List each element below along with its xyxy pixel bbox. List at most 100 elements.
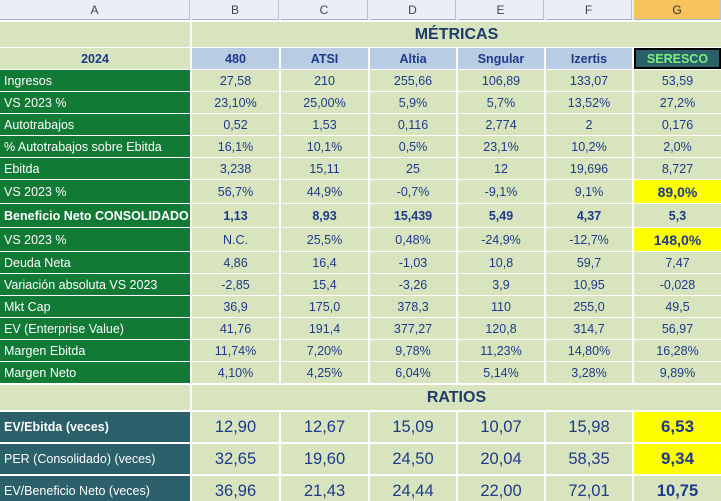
metric-value[interactable]: 7,20%	[281, 340, 368, 361]
company-header[interactable]: ATSI	[281, 48, 368, 69]
metric-value[interactable]: 49,5	[634, 296, 721, 317]
metric-value[interactable]: 8,93	[281, 204, 368, 227]
metric-value[interactable]: 9,89%	[634, 362, 721, 383]
metric-value[interactable]: 25,00%	[281, 92, 368, 113]
metric-value[interactable]: 11,74%	[192, 340, 279, 361]
metric-value[interactable]: 255,0	[546, 296, 632, 317]
metric-value[interactable]: -3,26	[370, 274, 456, 295]
metric-value[interactable]: 120,8	[458, 318, 544, 339]
metric-value[interactable]: 2,0%	[634, 136, 721, 157]
metric-value[interactable]: 16,4	[281, 252, 368, 273]
metric-value[interactable]: 9,78%	[370, 340, 456, 361]
blank-cell[interactable]	[0, 22, 190, 47]
metric-label[interactable]: Variación absoluta VS 2023	[0, 274, 190, 295]
column-header-d[interactable]: D	[370, 0, 456, 20]
metric-value[interactable]: 5,14%	[458, 362, 544, 383]
metric-value[interactable]: 23,1%	[458, 136, 544, 157]
metric-value[interactable]: 3,238	[192, 158, 279, 179]
metric-value[interactable]: 148,0%	[634, 228, 721, 251]
column-header-c[interactable]: C	[281, 0, 368, 20]
metric-value[interactable]: 5,3	[634, 204, 721, 227]
ratio-label[interactable]: EV/Beneficio Neto (veces)	[0, 476, 190, 501]
ratio-value[interactable]: 22,00	[458, 476, 544, 501]
metric-label[interactable]: Ebitda	[0, 158, 190, 179]
ratios-title[interactable]: RATIOS	[192, 385, 721, 410]
ratio-value[interactable]: 20,04	[458, 444, 544, 474]
column-header-b[interactable]: B	[192, 0, 279, 20]
metric-value[interactable]: 314,7	[546, 318, 632, 339]
metric-value[interactable]: 7,47	[634, 252, 721, 273]
metric-value[interactable]: 59,7	[546, 252, 632, 273]
metric-value[interactable]: 25	[370, 158, 456, 179]
metric-value[interactable]: 9,1%	[546, 180, 632, 203]
company-header[interactable]: Sngular	[458, 48, 544, 69]
metric-value[interactable]: 16,1%	[192, 136, 279, 157]
metric-value[interactable]: 5,7%	[458, 92, 544, 113]
company-header[interactable]: Izertis	[546, 48, 632, 69]
metric-value[interactable]: N.C.	[192, 228, 279, 251]
metric-value[interactable]: 53,59	[634, 70, 721, 91]
column-header-e[interactable]: E	[458, 0, 544, 20]
ratio-value[interactable]: 15,09	[370, 412, 456, 442]
metric-value[interactable]: 23,10%	[192, 92, 279, 113]
metric-label[interactable]: Autotrabajos	[0, 114, 190, 135]
ratio-value[interactable]: 72,01	[546, 476, 632, 501]
metric-value[interactable]: 10,8	[458, 252, 544, 273]
metric-value[interactable]: 106,89	[458, 70, 544, 91]
metric-value[interactable]: 11,23%	[458, 340, 544, 361]
ratio-value[interactable]: 10,07	[458, 412, 544, 442]
ratio-value[interactable]: 15,98	[546, 412, 632, 442]
company-header[interactable]: SERESCO	[634, 48, 721, 69]
metric-value[interactable]: 27,2%	[634, 92, 721, 113]
metric-value[interactable]: 0,48%	[370, 228, 456, 251]
metric-value[interactable]: 44,9%	[281, 180, 368, 203]
metric-label[interactable]: EV (Enterprise Value)	[0, 318, 190, 339]
metric-value[interactable]: 3,28%	[546, 362, 632, 383]
metric-label[interactable]: Margen Neto	[0, 362, 190, 383]
metric-value[interactable]: 8,727	[634, 158, 721, 179]
metric-value[interactable]: 13,52%	[546, 92, 632, 113]
ratio-label[interactable]: EV/Ebitda (veces)	[0, 412, 190, 442]
ratio-value[interactable]: 12,67	[281, 412, 368, 442]
metric-value[interactable]: 0,52	[192, 114, 279, 135]
metric-value[interactable]: 377,27	[370, 318, 456, 339]
ratio-value[interactable]: 21,43	[281, 476, 368, 501]
metric-value[interactable]: 4,37	[546, 204, 632, 227]
metric-value[interactable]: 2,774	[458, 114, 544, 135]
metric-value[interactable]: 0,5%	[370, 136, 456, 157]
metric-value[interactable]: 15,11	[281, 158, 368, 179]
metric-value[interactable]: 25,5%	[281, 228, 368, 251]
metric-value[interactable]: -12,7%	[546, 228, 632, 251]
metric-value[interactable]: 16,28%	[634, 340, 721, 361]
metric-value[interactable]: 56,7%	[192, 180, 279, 203]
metric-label[interactable]: Beneficio Neto CONSOLIDADO	[0, 204, 190, 227]
metric-value[interactable]: 4,86	[192, 252, 279, 273]
metric-label[interactable]: % Autotrabajos sobre Ebitda	[0, 136, 190, 157]
column-header-f[interactable]: F	[546, 0, 632, 20]
company-header[interactable]: 480	[192, 48, 279, 69]
metric-value[interactable]: 210	[281, 70, 368, 91]
metric-value[interactable]: 3,9	[458, 274, 544, 295]
metric-value[interactable]: -9,1%	[458, 180, 544, 203]
metric-value[interactable]: 10,1%	[281, 136, 368, 157]
metric-value[interactable]: 0,176	[634, 114, 721, 135]
metric-value[interactable]: 110	[458, 296, 544, 317]
metric-value[interactable]: 133,07	[546, 70, 632, 91]
column-header-g[interactable]: G	[634, 0, 721, 20]
metric-value[interactable]: 5,9%	[370, 92, 456, 113]
metric-value[interactable]: 15,439	[370, 204, 456, 227]
metric-value[interactable]: 10,2%	[546, 136, 632, 157]
metric-value[interactable]: 5,49	[458, 204, 544, 227]
ratio-label[interactable]: PER (Consolidado) (veces)	[0, 444, 190, 474]
blank-cell[interactable]	[0, 385, 190, 410]
metric-value[interactable]: -0,7%	[370, 180, 456, 203]
company-header[interactable]: Altia	[370, 48, 456, 69]
metric-value[interactable]: 1,53	[281, 114, 368, 135]
metric-label[interactable]: VS 2023 %	[0, 228, 190, 251]
ratio-value[interactable]: 6,53	[634, 412, 721, 442]
metric-value[interactable]: 36,9	[192, 296, 279, 317]
ratio-value[interactable]: 19,60	[281, 444, 368, 474]
metric-value[interactable]: 4,25%	[281, 362, 368, 383]
ratio-value[interactable]: 10,75	[634, 476, 721, 501]
metric-label[interactable]: Ingresos	[0, 70, 190, 91]
